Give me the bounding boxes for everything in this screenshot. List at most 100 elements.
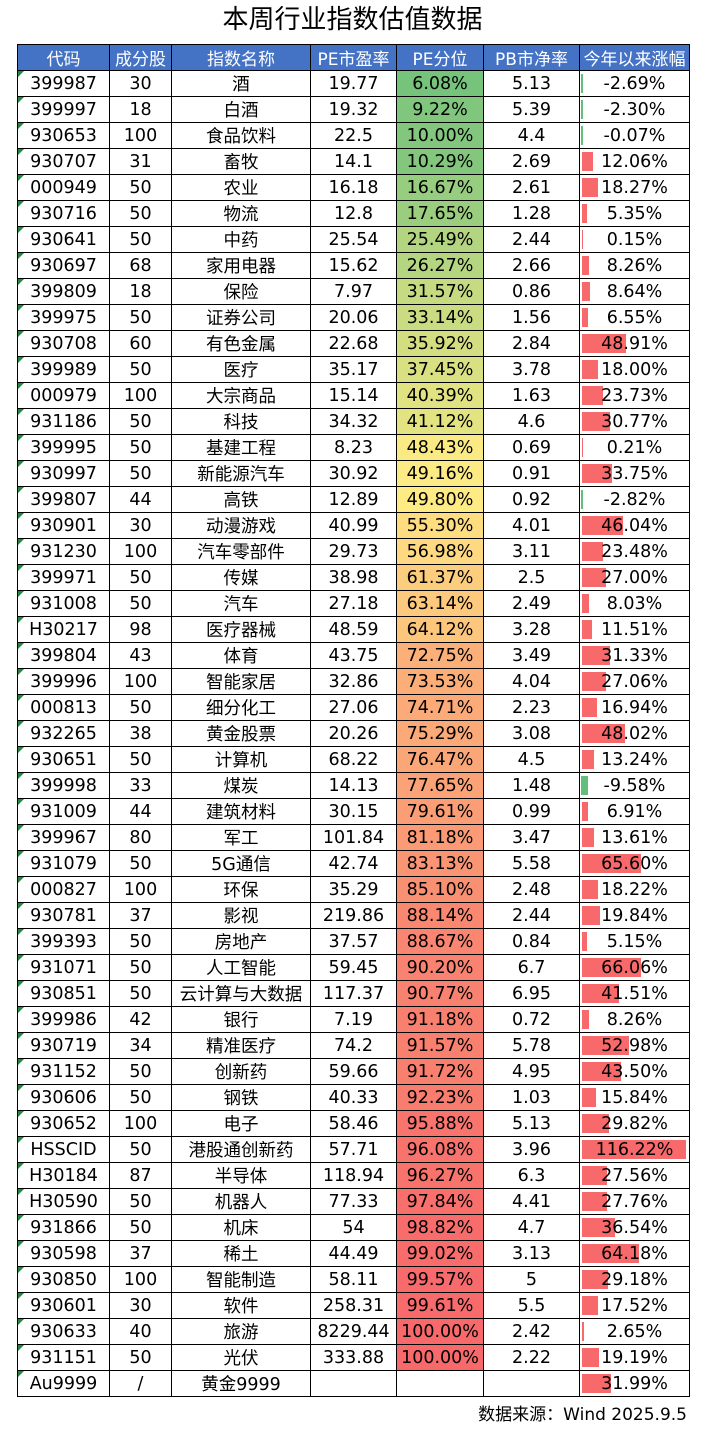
- cell-code: 000979: [17, 382, 110, 409]
- cell-pb: 5.13: [483, 1110, 580, 1137]
- cell-marker-triangle: [18, 669, 24, 675]
- cell-marker-triangle: [18, 695, 24, 701]
- ytd-data-bar: [582, 1218, 615, 1237]
- cell-code-text: 930652: [30, 1113, 97, 1134]
- table-row: 399971 50 传媒 38.98 61.37% 2.5 27.00%: [17, 564, 690, 591]
- cell-name: 基建工程: [171, 434, 311, 461]
- cell-pe-percentile: 17.65%: [396, 200, 484, 227]
- ytd-data-bar: [582, 464, 613, 483]
- cell-pb: 4.41: [483, 1188, 580, 1215]
- cell-marker-triangle: [18, 279, 24, 285]
- cell-stocks: 50: [109, 850, 172, 877]
- table-row: 931186 50 科技 34.32 41.12% 4.6 30.77%: [17, 408, 690, 435]
- cell-marker-triangle: [18, 1293, 24, 1299]
- cell-pb: 2.48: [483, 876, 580, 903]
- ytd-data-bar: [582, 1114, 609, 1133]
- cell-stocks: 60: [109, 330, 172, 357]
- cell-ytd: -2.69%: [579, 70, 690, 97]
- cell-ytd: 8.26%: [579, 252, 690, 279]
- cell-marker-triangle: [18, 1033, 24, 1039]
- cell-code: 399967: [17, 824, 110, 851]
- cell-ytd-text: 30.77%: [601, 411, 668, 432]
- column-header-pb: PB市净率: [483, 44, 580, 71]
- cell-pb: 0.86: [483, 278, 580, 305]
- ytd-data-bar: [582, 1322, 585, 1341]
- column-header-code: 代码: [17, 44, 110, 71]
- cell-code: Au9999: [17, 1370, 110, 1397]
- cell-code: 931866: [17, 1214, 110, 1241]
- ytd-data-bar: [582, 828, 595, 847]
- cell-pe: 14.1: [310, 148, 397, 175]
- cell-pe-percentile: 85.10%: [396, 876, 484, 903]
- cell-ytd: 52.98%: [579, 1032, 690, 1059]
- cell-name: 5G通信: [171, 850, 311, 877]
- table-row: H30590 50 机器人 77.33 97.84% 4.41 27.76%: [17, 1188, 690, 1215]
- cell-pe-percentile: 95.88%: [396, 1110, 484, 1137]
- cell-code-text: 930850: [30, 1269, 97, 1290]
- cell-marker-triangle: [18, 1215, 24, 1221]
- table-row: 930781 37 影视 219.86 88.14% 2.44 19.84%: [17, 902, 690, 929]
- cell-ytd: 16.94%: [579, 694, 690, 721]
- cell-code-text: 930901: [30, 515, 97, 536]
- cell-ytd-text: 12.06%: [601, 151, 668, 172]
- ytd-data-bar: [582, 1166, 607, 1185]
- cell-code-text: 399807: [30, 489, 97, 510]
- cell-marker-triangle: [18, 1059, 24, 1065]
- cell-code-text: 931186: [30, 411, 97, 432]
- cell-ytd-text: 31.99%: [601, 1373, 668, 1394]
- cell-marker-triangle: [18, 1111, 24, 1117]
- cell-pe: 30.92: [310, 460, 397, 487]
- cell-pe: 15.14: [310, 382, 397, 409]
- cell-pe-percentile: 56.98%: [396, 538, 484, 565]
- cell-pe: 35.29: [310, 876, 397, 903]
- cell-name: 建筑材料: [171, 798, 311, 825]
- table-row: 399989 50 医疗 35.17 37.45% 3.78 18.00%: [17, 356, 690, 383]
- cell-stocks: 50: [109, 694, 172, 721]
- cell-pe-percentile: 35.92%: [396, 330, 484, 357]
- cell-stocks: 50: [109, 1188, 172, 1215]
- cell-name: 动漫游戏: [171, 512, 311, 539]
- ytd-data-bar: [582, 1062, 621, 1081]
- cell-ytd-text: 27.00%: [601, 567, 668, 588]
- cell-pb: 0.72: [483, 1006, 580, 1033]
- cell-marker-triangle: [18, 1371, 24, 1377]
- cell-stocks: 50: [109, 226, 172, 253]
- cell-ytd-text: -9.58%: [603, 775, 666, 796]
- cell-marker-triangle: [18, 513, 24, 519]
- cell-name: 煤炭: [171, 772, 311, 799]
- table-row: 399967 80 军工 101.84 81.18% 3.47 13.61%: [17, 824, 690, 851]
- cell-name: 医疗: [171, 356, 311, 383]
- cell-code-text: 399998: [30, 775, 97, 796]
- cell-ytd: 5.35%: [579, 200, 690, 227]
- cell-code-text: H30590: [29, 1191, 98, 1212]
- cell-pe-percentile: 72.75%: [396, 642, 484, 669]
- cell-pe: 117.37: [310, 980, 397, 1007]
- cell-pe: 29.73: [310, 538, 397, 565]
- cell-stocks: 50: [109, 304, 172, 331]
- cell-stocks: 100: [109, 1266, 172, 1293]
- valuation-table: 代码 成分股 指数名称 PE市盈率 PE分位 PB市净率 今年以来涨幅 3999…: [17, 44, 690, 1397]
- cell-pb: 4.04: [483, 668, 580, 695]
- cell-ytd-text: 6.91%: [606, 801, 663, 822]
- ytd-data-bar: [582, 958, 642, 977]
- cell-pe: 43.75: [310, 642, 397, 669]
- cell-name: 银行: [171, 1006, 311, 1033]
- cell-marker-triangle: [18, 175, 24, 181]
- cell-pe: 7.97: [310, 278, 397, 305]
- cell-name: 钢铁: [171, 1084, 311, 1111]
- cell-pe-percentile: 64.12%: [396, 616, 484, 643]
- cell-code: 930606: [17, 1084, 110, 1111]
- ytd-data-bar: [582, 698, 598, 717]
- cell-code-text: 000979: [30, 385, 97, 406]
- page-title: 本周行业指数估值数据: [222, 5, 483, 35]
- cell-code: 399393: [17, 928, 110, 955]
- cell-ytd-text: 48.91%: [601, 333, 668, 354]
- cell-pe: 58.11: [310, 1266, 397, 1293]
- cell-code-text: 930708: [30, 333, 97, 354]
- cell-marker-triangle: [18, 1085, 24, 1091]
- cell-code-text: H30217: [29, 619, 98, 640]
- cell-code: 000949: [17, 174, 110, 201]
- cell-ytd-text: 36.54%: [601, 1217, 668, 1238]
- cell-stocks: 50: [109, 460, 172, 487]
- cell-marker-triangle: [18, 149, 24, 155]
